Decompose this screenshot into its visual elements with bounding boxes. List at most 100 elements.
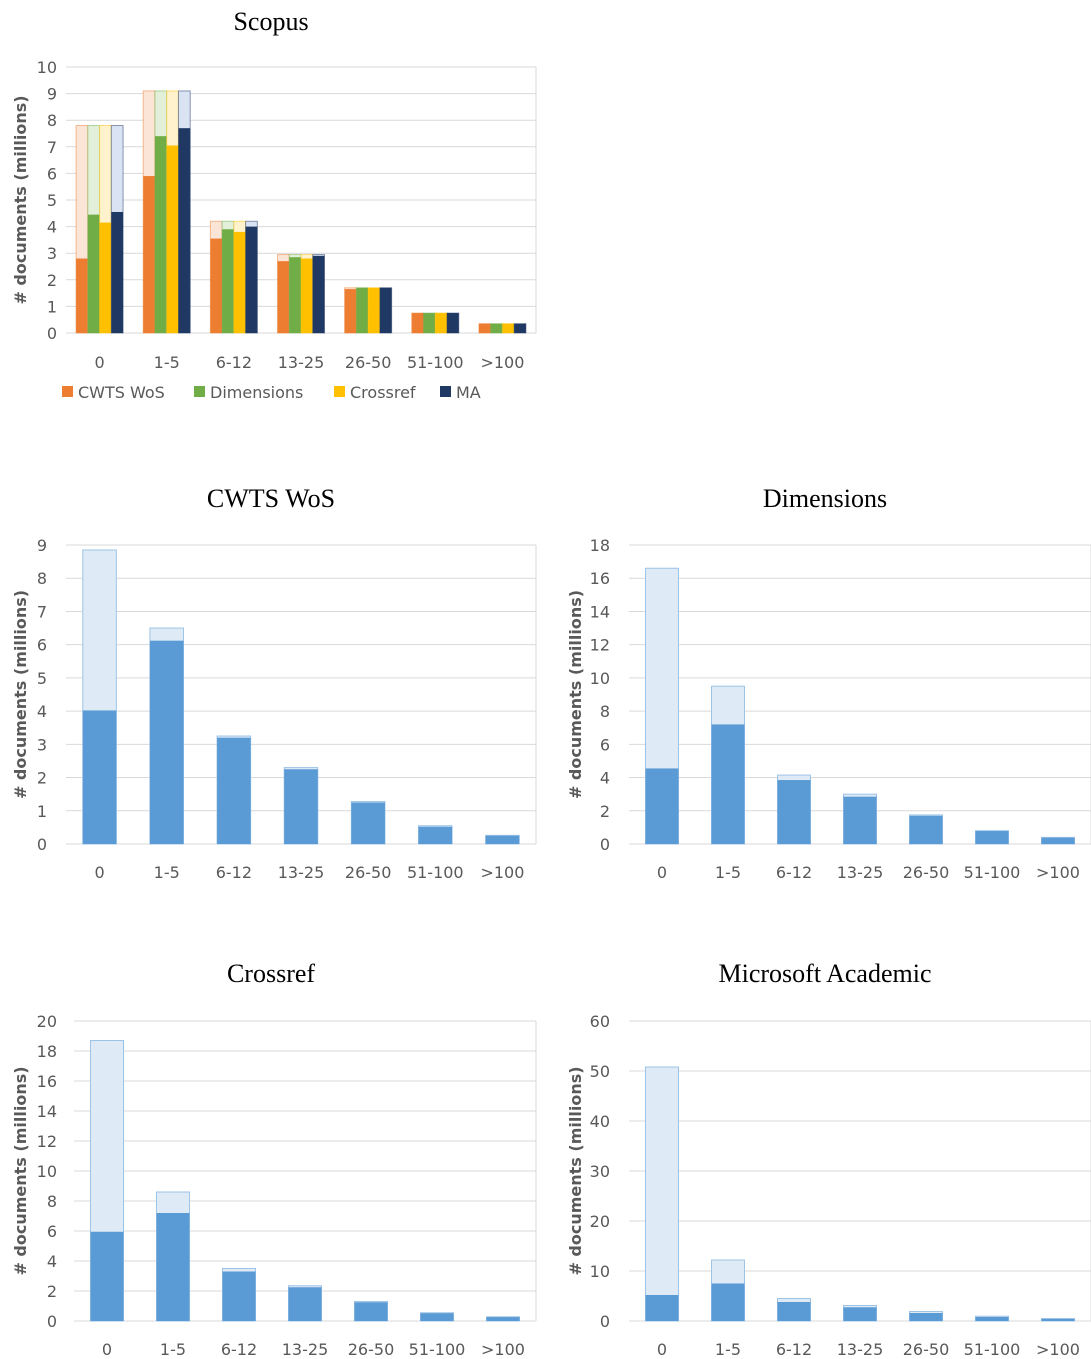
y-tick-label: 12 xyxy=(590,636,610,655)
bar-crossref xyxy=(99,222,112,333)
bar-covered xyxy=(485,835,520,844)
bar-covered xyxy=(354,1302,388,1321)
bar-cwts-wos xyxy=(143,176,155,333)
x-tick-label: 26-50 xyxy=(345,353,392,372)
x-tick-label: 13-25 xyxy=(837,1340,884,1359)
x-tick-label: 26-50 xyxy=(345,863,392,882)
bar-covered xyxy=(82,710,117,844)
bar-total xyxy=(645,1066,679,1322)
bar-covered xyxy=(777,1302,811,1321)
y-axis-label: # documents (millions) xyxy=(566,590,585,799)
bar-covered xyxy=(420,1313,454,1321)
chart-dimensions: Dimensions 0 2 4 6 8 10 12 14 16 18 # documents (mi… xyxy=(566,484,1091,882)
bar-cwts-wos xyxy=(210,238,223,333)
y-tick-label: 8 xyxy=(47,111,57,130)
y-tick-label: 0 xyxy=(47,1312,57,1331)
y-tick-label: 10 xyxy=(37,1162,57,1181)
y-tick-label: 2 xyxy=(37,769,47,788)
y-tick-label: 2 xyxy=(600,802,610,821)
bar-ma xyxy=(514,323,526,333)
legend-label: Dimensions xyxy=(210,383,303,402)
bar-dimensions xyxy=(87,214,100,333)
y-tick-label: 3 xyxy=(47,244,57,263)
bar-covered xyxy=(1041,1319,1075,1321)
y-tick-label: 3 xyxy=(37,735,47,754)
y-tick-label: 16 xyxy=(37,1072,57,1091)
bar-covered xyxy=(645,768,679,844)
x-tick-label: 0 xyxy=(657,863,667,882)
y-tick-label: 60 xyxy=(590,1012,610,1031)
y-tick-label: 10 xyxy=(590,669,610,688)
y-tick-label: 14 xyxy=(590,602,610,621)
y-tick-label: 14 xyxy=(37,1102,57,1121)
y-tick-label: 0 xyxy=(37,835,47,854)
y-tick-label: 4 xyxy=(47,1252,57,1271)
bar-crossref xyxy=(301,258,313,333)
x-tick-label: 1-5 xyxy=(715,863,741,882)
y-tick-label: 20 xyxy=(37,1012,57,1031)
x-tick-label: 51-100 xyxy=(407,863,464,882)
bar-covered xyxy=(711,1283,745,1321)
y-tick-label: 7 xyxy=(47,138,57,157)
y-tick-label: 16 xyxy=(590,569,610,588)
legend-swatch xyxy=(194,386,205,397)
y-axis-label: # documents (millions) xyxy=(11,95,30,304)
legend: CWTS WoS Dimensions Crossref MA xyxy=(62,383,481,402)
x-tick-label: 0 xyxy=(94,863,104,882)
bar-covered xyxy=(909,815,943,844)
legend-label: Crossref xyxy=(350,383,416,402)
y-tick-label: 6 xyxy=(47,164,57,183)
bar-covered xyxy=(351,802,385,844)
y-tick-label: 18 xyxy=(590,536,610,555)
x-tick-label: 6-12 xyxy=(216,863,252,882)
x-tick-label: 1-5 xyxy=(715,1340,741,1359)
bar-cwts-wos xyxy=(344,289,357,333)
bar-dimensions xyxy=(423,313,436,333)
y-tick-label: 4 xyxy=(47,218,57,237)
bar-covered xyxy=(90,1231,124,1321)
y-tick-label: 40 xyxy=(590,1112,610,1131)
x-tick-label: 6-12 xyxy=(216,353,252,372)
bar-dimensions xyxy=(289,257,301,333)
y-tick-label: 50 xyxy=(590,1062,610,1081)
y-tick-label: 5 xyxy=(37,669,47,688)
y-tick-label: 9 xyxy=(47,85,57,104)
x-tick-label: 0 xyxy=(94,353,104,372)
bar-covered xyxy=(975,1317,1009,1321)
chart-scopus: Scopus 0 1 2 3 4 5 6 7 8 9 10 # documents (millions)… xyxy=(11,7,537,402)
bar-covered xyxy=(217,737,251,844)
y-tick-label: 2 xyxy=(47,1282,57,1301)
bar-covered xyxy=(975,831,1009,844)
bar-covered xyxy=(909,1313,943,1321)
bar-crossref xyxy=(166,145,179,333)
bar-cwts-wos xyxy=(411,313,424,333)
y-tick-label: 9 xyxy=(37,536,47,555)
y-tick-label: 8 xyxy=(47,1192,57,1211)
bar-covered xyxy=(843,796,877,844)
x-tick-label: 13-25 xyxy=(282,1340,329,1359)
bar-covered xyxy=(486,1317,520,1321)
x-tick-label: 1-5 xyxy=(154,353,180,372)
bar-covered xyxy=(156,1213,190,1321)
legend-label: MA xyxy=(456,383,481,402)
bar-cwts-wos xyxy=(478,323,491,333)
chart-title: CWTS WoS xyxy=(207,484,335,513)
x-tick-label: >100 xyxy=(481,1340,525,1359)
x-tick-label: >100 xyxy=(480,353,524,372)
y-tick-label: 1 xyxy=(37,802,47,821)
y-tick-label: 20 xyxy=(590,1212,610,1231)
bar-ma xyxy=(447,313,459,333)
y-tick-label: 4 xyxy=(37,702,47,721)
x-tick-label: 26-50 xyxy=(903,1340,950,1359)
x-tick-label: 1-5 xyxy=(160,1340,186,1359)
y-tick-label: 0 xyxy=(600,835,610,854)
chart-title: Dimensions xyxy=(763,484,887,513)
bar-dimensions xyxy=(222,229,234,333)
legend-swatch xyxy=(62,386,73,397)
y-tick-label: 2 xyxy=(47,271,57,290)
bar-covered xyxy=(777,780,811,844)
bar-crossref xyxy=(502,323,515,333)
x-tick-label: 0 xyxy=(657,1340,667,1359)
bar-crossref xyxy=(368,287,380,333)
x-tick-label: 0 xyxy=(102,1340,112,1359)
